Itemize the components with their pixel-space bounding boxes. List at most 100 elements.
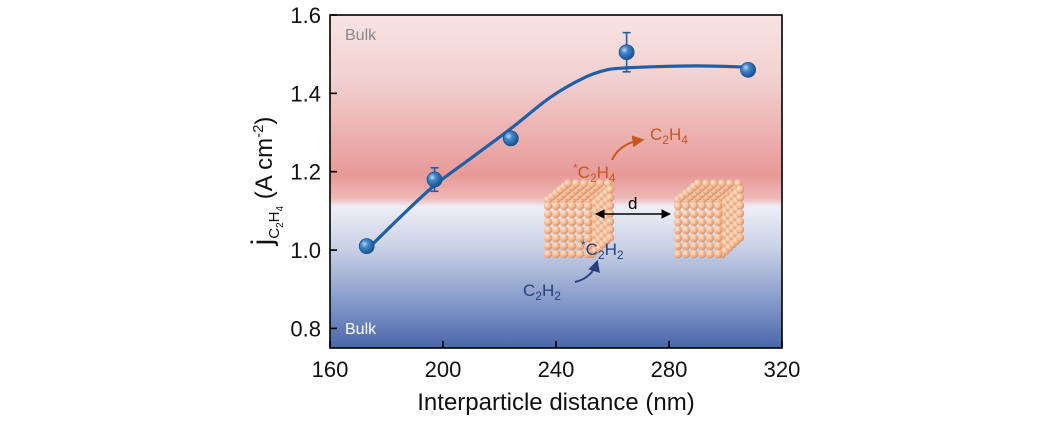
particle-atom [567, 249, 577, 259]
particle-atom [697, 241, 707, 251]
y-tick-label: 0.8 [290, 316, 321, 341]
gas-ethylene-label: C2H4 [650, 125, 688, 147]
particle-atom [551, 233, 561, 243]
particle-atom [559, 201, 569, 211]
particle-atom [735, 233, 745, 242]
particle-atom [681, 241, 691, 251]
particle-atom [551, 241, 561, 251]
bottom-band-label: Bulk [345, 321, 377, 338]
particle-atom [559, 241, 569, 251]
particle-atom [693, 179, 703, 188]
particle-atom [713, 209, 723, 219]
particle-atom [709, 179, 719, 188]
particle-atom [673, 233, 683, 243]
particle-atom [567, 201, 577, 211]
particle-atom [705, 201, 715, 211]
particle-atom [575, 241, 585, 251]
x-axis-title: Interparticle distance (nm) [417, 389, 694, 416]
particle-atom [551, 217, 561, 227]
particle-atom [559, 209, 569, 219]
particle-atom [605, 225, 615, 234]
data-point [740, 61, 756, 78]
particle-atom [713, 225, 723, 235]
particle-atom [575, 225, 585, 235]
particle-atom [713, 233, 723, 243]
data-markers [358, 44, 756, 255]
particle-atom [689, 241, 699, 251]
data-point [426, 171, 443, 188]
particle-atom [697, 249, 707, 259]
particle-atom [583, 217, 593, 227]
y-tick-label: 1.6 [290, 3, 321, 28]
particle-atom [559, 217, 569, 227]
particle-atom [543, 217, 553, 227]
particle-atom [705, 209, 715, 219]
particle-atom [543, 233, 553, 243]
particle-atom [681, 217, 691, 227]
particle-atom [551, 201, 561, 211]
y-tick-label: 1.4 [290, 81, 321, 106]
particle-atom [579, 179, 589, 188]
particle-atom [735, 185, 745, 194]
particle-atom [673, 217, 683, 227]
particle-atom [559, 233, 569, 243]
particle-atom [605, 185, 615, 194]
particle-atom [587, 179, 597, 188]
y-tick-label: 1.2 [290, 160, 321, 185]
particle-atom [689, 201, 699, 211]
particle-atom [673, 225, 683, 235]
particle-atom [689, 233, 699, 243]
particle-atom [689, 225, 699, 235]
particle-atom [551, 225, 561, 235]
particle-atom [567, 225, 577, 235]
particle-atom [735, 209, 745, 218]
particle-atom [583, 249, 593, 259]
y-tick-label: 1.0 [290, 238, 321, 263]
distance-label: d [628, 194, 637, 213]
right-nanoparticle-icon [673, 179, 745, 259]
particle-atom [713, 241, 723, 251]
particle-atom [543, 241, 553, 251]
particle-atom [543, 209, 553, 219]
particle-atom [681, 233, 691, 243]
particle-atom [605, 201, 615, 210]
x-tick-label: 200 [425, 357, 462, 382]
particle-atom [595, 179, 605, 188]
particle-atom [571, 179, 581, 188]
particle-atom [673, 201, 683, 211]
particle-atom [697, 233, 707, 243]
particle-atom [705, 241, 715, 251]
particle-atom [681, 225, 691, 235]
particle-atom [567, 233, 577, 243]
particle-atom [563, 179, 573, 188]
particle-atom [725, 179, 735, 188]
desorption-arrow [611, 135, 645, 161]
particle-atom [583, 209, 593, 219]
particle-atom [673, 249, 683, 259]
left-nanoparticle-icon [543, 179, 615, 259]
particle-atom [543, 225, 553, 235]
particle-atom [551, 249, 561, 259]
particle-atom [673, 241, 683, 251]
particle-atom [705, 233, 715, 243]
particle-atom [689, 217, 699, 227]
particle-atom [713, 217, 723, 227]
particle-atom [567, 217, 577, 227]
data-point [358, 238, 375, 255]
particle-atom [735, 217, 745, 226]
particle-atom [575, 201, 585, 211]
particle-atom [543, 201, 553, 211]
particle-atom [559, 249, 569, 259]
adsorption-arrow [574, 259, 600, 283]
particle-atom [575, 233, 585, 243]
y-axis: 0.8 1.0 1.2 1.4 1.6 [290, 3, 337, 341]
particle-atom [705, 217, 715, 227]
particle-atom [605, 233, 615, 242]
particle-atom [713, 201, 723, 211]
particle-atom [575, 209, 585, 219]
gas-acetylene-label: C2H2 [523, 281, 561, 303]
particle-atom [583, 241, 593, 251]
top-band-label: Bulk [345, 27, 377, 44]
particle-atom [681, 201, 691, 211]
